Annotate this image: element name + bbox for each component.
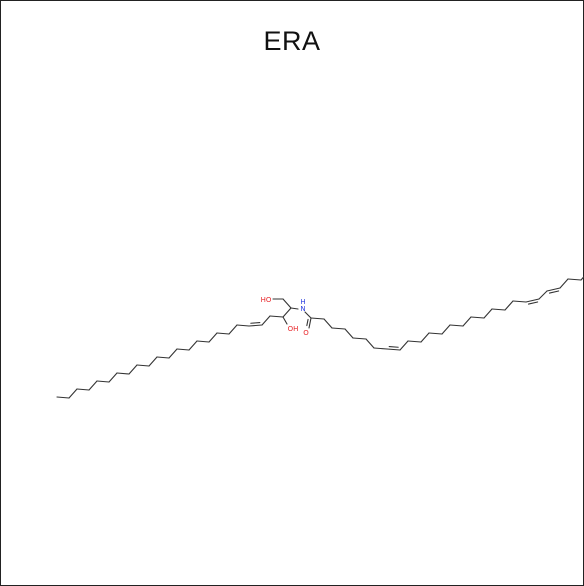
trans-double-bond [546,287,561,292]
sphingosine-chain [88,380,98,391]
sphingosine-chain [188,340,198,351]
sphingosine-chain [208,332,218,343]
cis-double-bond [386,348,401,351]
sphingosine-chain [261,315,271,326]
molecule-title: ERA [263,26,321,56]
fatty-acid-chain [538,290,548,300]
fatty-acid-chain [462,316,472,327]
fatty-acid-chain [470,316,485,319]
nitrogen-label: N [300,305,305,313]
sphingosine-chain [56,396,70,399]
fatty-acid-chain [365,338,375,349]
fatty-acid-chain [399,340,409,351]
fatty-acid-chain [512,300,527,303]
sphingosine-chain [196,340,210,343]
sphingosine-chain [282,298,292,309]
amide-bond [290,307,299,310]
sphingosine-chain [136,364,150,367]
fatty-acid-chain [483,308,493,319]
hydroxyl-bond [282,316,288,325]
trans-double-bond [250,322,261,324]
sphingosine-chain [228,324,238,335]
sphingosine-chain [176,348,190,351]
hydroxyl-label-oh: OH [288,325,299,333]
hydroxyl-label-ho: HO [261,296,272,304]
fatty-acid-chain [331,327,346,330]
sphingosine-chain [236,324,250,327]
sphingosine-chain [168,348,178,359]
cis-double-bond [388,346,399,348]
sphingosine-chain [269,315,284,318]
sphingosine-chain [108,372,118,383]
carbonyl-double-bond [308,317,312,329]
sphingosine-chain [76,388,90,391]
fatty-acid-chain [420,332,430,343]
fatty-acid-chain [310,317,325,320]
sphingosine-chain [116,372,130,375]
fatty-acid-chain [344,328,354,339]
fatty-acid-chain [491,308,506,311]
amide-bond [304,311,312,319]
sphingosine-chain [96,380,110,383]
trans-double-bond [548,290,560,294]
trans-double-bond [248,324,263,327]
fatty-acid-chain [504,300,514,311]
fatty-acid-chain [580,275,584,281]
fatty-acid-chain [407,340,422,343]
fatty-acid-chain [449,324,464,327]
fatty-acid-chain [567,278,582,281]
trans-double-bond [527,301,539,305]
sphingosine-chain [68,388,78,399]
sphingosine-chain [156,356,170,359]
sphingosine-chain [282,307,292,318]
carbonyl-double-bond [306,318,309,327]
sphingosine-chain [128,364,138,375]
nitrogen-h-label: H [300,298,305,306]
sphingosine-chain [148,356,158,367]
trans-double-bond [525,298,540,303]
fatty-acid-chain [428,332,443,335]
fatty-acid-chain [441,324,451,335]
carbonyl-o-label: O [303,329,309,337]
fatty-acid-chain [559,278,569,289]
fatty-acid-chain [323,318,333,329]
sphingosine-chain [216,332,230,335]
fatty-acid-chain [373,347,388,350]
fatty-acid-chain [352,337,367,340]
